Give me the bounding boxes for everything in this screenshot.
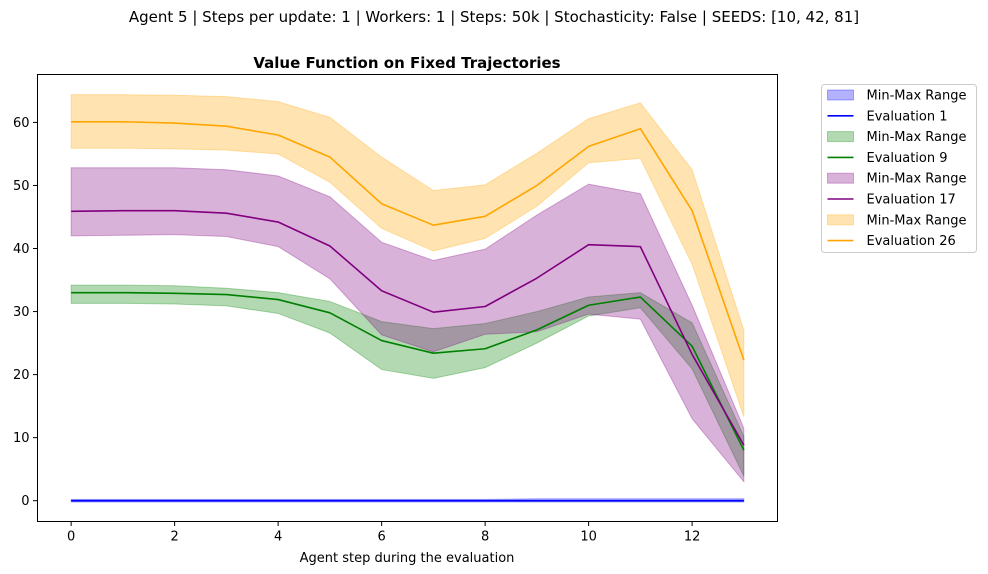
x-axis-label: Agent step during the evaluation: [300, 551, 515, 566]
y-axis: 0 10 20 30 40 50 60: [13, 116, 38, 509]
legend: Min-Max Range Evaluation 1 Min-Max Range Ev…: [821, 84, 977, 253]
legend-band-label: Min-Max Range: [867, 130, 967, 145]
legend-band-label: Min-Max Range: [867, 172, 967, 187]
x-tick-label: 2: [170, 530, 178, 545]
x-tick-label: 10: [580, 530, 597, 545]
legend-band-label: Min-Max Range: [867, 213, 967, 228]
x-tick-label: 6: [377, 530, 385, 545]
y-tick-label: 30: [13, 305, 30, 320]
series-line-4: [71, 120, 745, 361]
legend-band-swatch: [827, 214, 854, 226]
y-tick-label: 40: [13, 242, 30, 257]
legend-band-swatch: [827, 172, 854, 184]
y-tick-label: 50: [13, 179, 30, 194]
chart-title: Value Function on Fixed Trajectories: [253, 54, 560, 72]
y-tick-label: 10: [13, 431, 30, 446]
series-line-3: [71, 209, 745, 446]
min-max-bands: [70, 94, 745, 503]
series-lines: [71, 120, 745, 502]
legend-line-label: Evaluation 17: [867, 193, 956, 208]
y-tick-label: 20: [13, 368, 30, 383]
x-tick-label: 8: [481, 530, 489, 545]
plot-area-frame: [37, 74, 778, 522]
legend-band-swatch: [827, 131, 854, 143]
x-tick-label: 12: [684, 530, 701, 545]
legend-line-label: Evaluation 26: [867, 234, 956, 249]
legend-line-label: Evaluation 9: [867, 151, 948, 166]
min-max-band-2: [70, 284, 745, 477]
figure-suptitle: Agent 5 | Steps per update: 1 | Workers:…: [129, 8, 859, 26]
legend-frame: [821, 84, 977, 253]
legend-band-swatch: [827, 89, 854, 101]
min-max-band-3: [70, 167, 745, 484]
y-tick-label: 0: [21, 494, 29, 509]
y-tick-label: 60: [13, 116, 30, 131]
legend-line-label: Evaluation 1: [867, 109, 948, 124]
legend-band-label: Min-Max Range: [867, 89, 967, 104]
min-max-band-4: [70, 94, 745, 418]
x-tick-label: 4: [274, 530, 282, 545]
series-line-2: [71, 291, 745, 451]
x-tick-label: 0: [67, 530, 75, 545]
x-axis: 0 2 4 6 8 10 12: [67, 521, 701, 545]
